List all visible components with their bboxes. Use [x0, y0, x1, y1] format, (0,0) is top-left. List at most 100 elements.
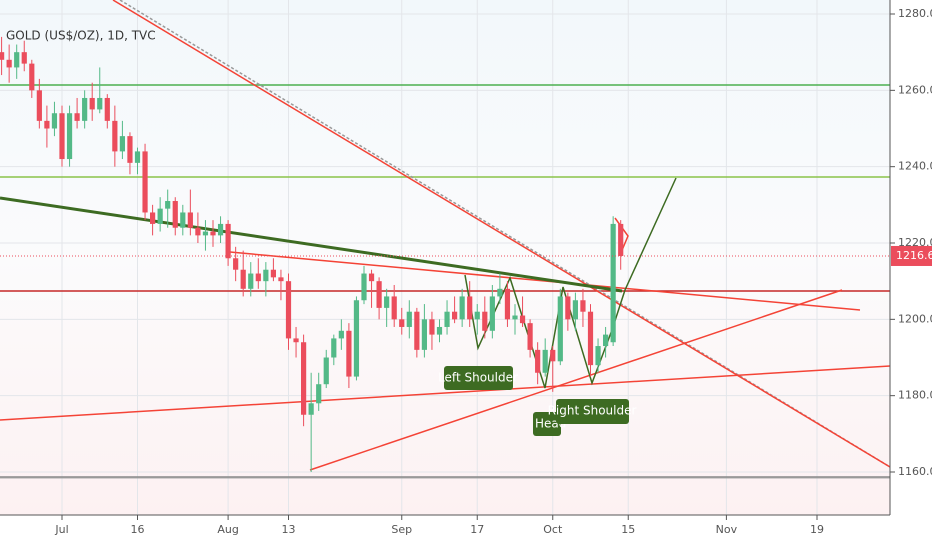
candle-body [587, 311, 594, 366]
candle-body [482, 311, 488, 331]
candle-body [6, 59, 12, 68]
x-tick-label: Aug [217, 523, 238, 536]
candle-body [331, 338, 337, 358]
axes: 1160.00 1180.00 1200.00 1220.00 1240.00 1260.… [54, 7, 932, 536]
candle-body [66, 113, 73, 160]
candle-body [59, 113, 65, 160]
annotation: Left Shoulder [438, 371, 518, 385]
candle-body [134, 151, 141, 163]
candle-body [504, 288, 511, 320]
candle-body [550, 349, 556, 362]
candle-body [474, 311, 480, 320]
candle-body [338, 330, 344, 339]
candle-body [406, 311, 412, 327]
candle-body [248, 273, 254, 289]
candle-body [0, 52, 5, 60]
candle-body [255, 273, 261, 282]
candle-body [459, 296, 465, 320]
candle-body [323, 357, 329, 385]
candle-body [452, 311, 458, 320]
candle-body [112, 120, 118, 152]
candle-body [467, 296, 473, 320]
candle-body [127, 136, 133, 163]
candle-body [527, 323, 533, 350]
trend-line [309, 289, 843, 471]
candle-body [610, 223, 616, 343]
x-tick-label: Jul [54, 523, 68, 536]
last-price-box [891, 245, 932, 266]
candle-body [535, 349, 541, 373]
candle-body [270, 269, 276, 278]
candle-body [44, 120, 50, 129]
candle-body [217, 223, 224, 236]
candle-body [36, 90, 42, 121]
x-tick-label: 19 [810, 523, 824, 536]
pattern-path [464, 177, 677, 389]
candle-body [436, 326, 443, 335]
last-price-label: 1216.60 [896, 249, 932, 262]
candle-body [376, 281, 382, 308]
y-tick-label: 1220.00 [898, 236, 932, 249]
candle-body [391, 296, 397, 320]
annotation: Right Shoulder [548, 404, 637, 418]
x-tick-label: 13 [282, 523, 296, 536]
candle-body [278, 277, 284, 282]
y-tick-label: 1200.00 [898, 312, 932, 325]
candle-body [74, 113, 80, 121]
x-tick-label: 16 [131, 523, 145, 536]
chart-title: GOLD (US$/OZ), 1D, TVC [6, 29, 156, 43]
candle-body [104, 97, 110, 121]
candle-body [429, 319, 435, 335]
candle-body [225, 223, 231, 259]
candle-body [421, 319, 427, 350]
candle-body [301, 342, 307, 415]
x-tick-label: 15 [621, 523, 635, 536]
annotation-box [533, 412, 561, 436]
x-tick-label: Sep [391, 523, 412, 536]
candle-body [210, 231, 216, 236]
candle-body [414, 311, 420, 350]
candles [0, 36, 890, 472]
candle-body [89, 97, 95, 110]
candle-body [82, 97, 88, 121]
candle-body [119, 136, 125, 152]
candle-body [233, 258, 239, 270]
y-tick-label: 1260.00 [898, 83, 932, 96]
candle-body [142, 151, 148, 213]
candle-body [399, 319, 405, 327]
candle-body [603, 334, 609, 347]
candle-body [21, 52, 27, 64]
candle-body [285, 281, 292, 339]
candle-body [542, 349, 548, 373]
candle-body [489, 296, 495, 331]
annotations: Left Shoulder Head Right Shoulder [438, 366, 636, 436]
candle-body [157, 208, 163, 224]
candle-body [519, 315, 526, 324]
candle-body [384, 296, 390, 308]
candle-body [497, 288, 503, 297]
y-tick-label: 1240.00 [898, 160, 932, 173]
candle-body [308, 403, 314, 415]
candle-body [150, 212, 156, 224]
candle-body [572, 300, 578, 320]
candle-body [14, 52, 20, 68]
candle-body [618, 223, 624, 256]
candle-body [29, 63, 35, 91]
candle-body [195, 227, 201, 236]
candle-body [240, 269, 246, 289]
candle-body [316, 384, 322, 404]
candle-body [595, 346, 601, 366]
drawings [0, 0, 890, 479]
candle-body [444, 311, 450, 327]
x-tick-label: Oct [543, 523, 563, 536]
y-tick-label: 1180.00 [898, 389, 932, 402]
candle-body [580, 300, 586, 312]
candle-body [165, 201, 171, 209]
annotation-box [556, 399, 629, 424]
annotation-box [444, 366, 513, 390]
candle-body [97, 97, 103, 110]
candle-body [202, 231, 209, 236]
candle-body [187, 212, 193, 228]
candle-body [557, 296, 563, 362]
